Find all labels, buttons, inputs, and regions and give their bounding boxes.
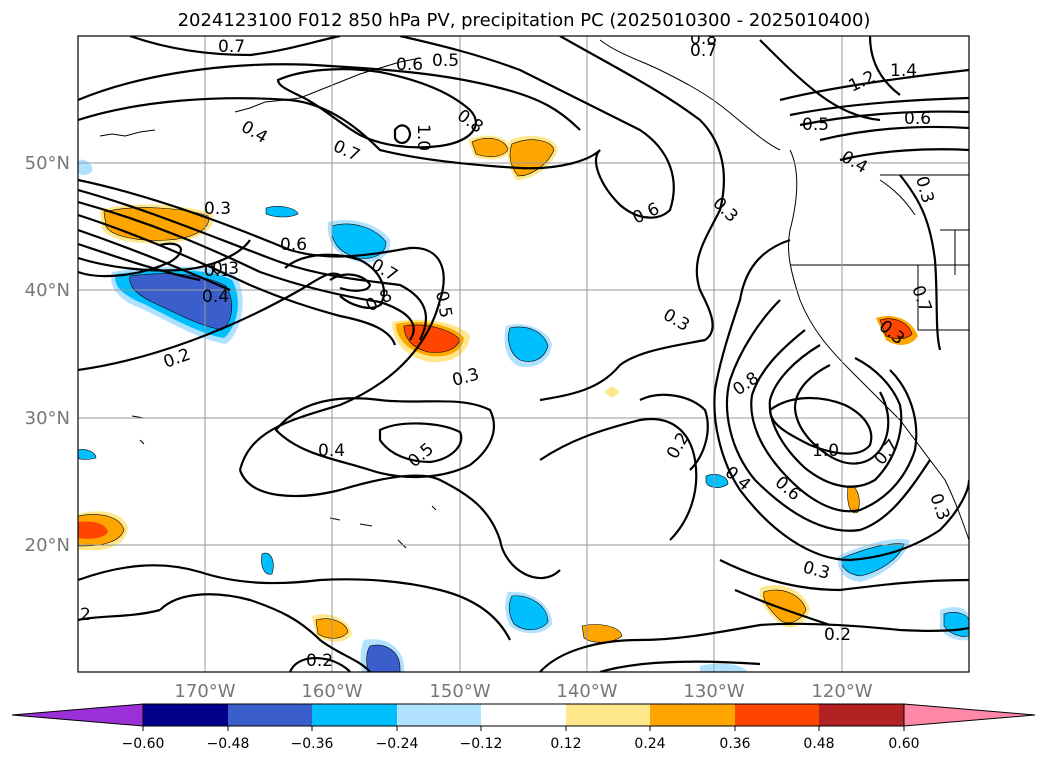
colorbar-segment bbox=[481, 704, 566, 726]
colorbar-segment bbox=[819, 704, 904, 726]
contour-label: 0.6 bbox=[396, 55, 423, 75]
lat-tick-label: 40°N bbox=[25, 280, 70, 301]
lon-tick-label: 160°W bbox=[301, 681, 362, 702]
colorbar-segment bbox=[228, 704, 312, 726]
colorbar-tick-label: −0.60 bbox=[122, 736, 165, 752]
lon-tick-label: 140°W bbox=[556, 681, 617, 702]
contour-label: 0.8 bbox=[690, 29, 717, 49]
colorbar-extension-max bbox=[903, 703, 1036, 727]
contour-label: 0.7 bbox=[690, 41, 717, 61]
contour-label: 1.0 bbox=[812, 441, 839, 461]
colorbar-tick-label: 0.60 bbox=[888, 736, 919, 752]
map-frame bbox=[77, 35, 970, 673]
colorbar-tick-label: −0.24 bbox=[376, 736, 419, 752]
contour-label: 1.4 bbox=[890, 61, 917, 81]
colorbar-tick-label: 0.24 bbox=[634, 736, 665, 752]
longitude-ticks: 170°W 160°W 150°W 140°W 130°W 120°W bbox=[174, 681, 872, 702]
lon-tick-label: 150°W bbox=[429, 681, 490, 702]
colorbar-tick-label: 0.12 bbox=[550, 736, 581, 752]
contour-label: 0.7 bbox=[218, 37, 245, 57]
colorbar-tick-label: 0.48 bbox=[803, 736, 834, 752]
lon-tick-label: 120°W bbox=[811, 681, 872, 702]
colorbar-segment bbox=[735, 704, 819, 726]
plot-title: 2024123100 F012 850 hPa PV, precipitatio… bbox=[178, 10, 871, 31]
contour-label: 0.3 bbox=[212, 259, 239, 279]
colorbar-segment bbox=[143, 704, 228, 726]
contour-label: 0.5 bbox=[432, 51, 459, 71]
contour-label: 0.5 bbox=[431, 289, 455, 319]
lon-tick-label: 170°W bbox=[174, 681, 235, 702]
colorbar-segment bbox=[566, 704, 650, 726]
contour-label: 1.0 bbox=[413, 124, 433, 151]
lon-tick-label: 130°W bbox=[683, 681, 744, 702]
colorbar-frame bbox=[142, 703, 905, 727]
latitude-ticks: 50°N 40°N 30°N 20°N bbox=[25, 153, 70, 556]
colorbar-segment bbox=[650, 704, 735, 726]
lat-tick-label: 30°N bbox=[25, 408, 70, 429]
contour-label: 0.2 bbox=[306, 651, 333, 671]
pv-contours bbox=[78, 36, 969, 672]
lat-tick-label: 50°N bbox=[25, 153, 70, 174]
colorbar-tick-label: −0.36 bbox=[291, 736, 334, 752]
contour-label: 0.4 bbox=[318, 441, 345, 461]
contour-label: 0.5 bbox=[802, 115, 829, 135]
colorbar-segment bbox=[312, 704, 397, 726]
contour-label: 0.6 bbox=[904, 109, 931, 129]
contour-label: 0.3 bbox=[204, 199, 231, 219]
graticule bbox=[78, 36, 969, 672]
colorbar-tick-label: −0.48 bbox=[207, 736, 250, 752]
contour-label: 0.6 bbox=[280, 235, 307, 255]
contour-label: 2 bbox=[80, 605, 91, 625]
colorbar-tick-label: 0.36 bbox=[719, 736, 750, 752]
colorbar: −0.60 −0.48 −0.36 −0.24 −0.12 0.12 0.24 0.36 0.4… bbox=[11, 703, 1036, 752]
precip-shading bbox=[78, 135, 969, 672]
contour-label: 0.1 bbox=[204, 261, 231, 281]
coastlines bbox=[99, 39, 969, 549]
colorbar-segment bbox=[397, 704, 481, 726]
contour-label: 0.4 bbox=[202, 287, 229, 307]
contour-label: 0.2 bbox=[824, 625, 851, 645]
lat-tick-label: 20°N bbox=[25, 535, 70, 556]
colorbar-extension-min bbox=[11, 703, 144, 727]
map-area: 0.7 0.5 0.8 0.7 0.6 0.4 0.8 1.0 0.7 1.2 … bbox=[78, 29, 969, 672]
colorbar-tick-label: −0.12 bbox=[460, 736, 503, 752]
